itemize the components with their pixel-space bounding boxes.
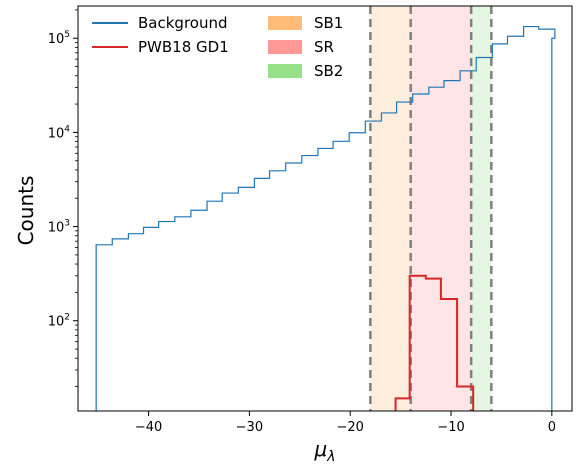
region-sb1	[370, 6, 411, 411]
y-tick-label: 105	[48, 30, 70, 47]
x-tick-label: −20	[336, 420, 363, 435]
series-layer	[95, 25, 556, 411]
series-pwb18-gd1	[394, 274, 475, 411]
y-axis: 102 103 104 105	[48, 9, 78, 387]
legend: Background PWB18 GD1 SB1 SR SB2	[92, 14, 343, 80]
y-axis-label: Counts	[14, 176, 38, 246]
series-background	[95, 25, 556, 411]
region-sr	[410, 6, 472, 411]
legend-swatch	[268, 40, 302, 54]
plot-frame	[77, 5, 573, 412]
x-axis: −40 −30 −20 −10 0	[135, 411, 556, 435]
region-boundaries	[369, 6, 493, 411]
legend-label: PWB18 GD1	[138, 38, 229, 56]
x-tick-label: −40	[135, 420, 162, 435]
legend-label: SB2	[314, 62, 343, 80]
legend-label: SR	[314, 38, 334, 56]
y-tick-label: 104	[48, 124, 71, 141]
x-tick-label: −30	[236, 420, 263, 435]
legend-swatch	[268, 64, 302, 78]
y-tick-label: 103	[48, 219, 70, 236]
x-tick-label: −10	[437, 420, 464, 435]
x-tick-label: 0	[548, 420, 556, 435]
y-tick-label: 102	[48, 313, 70, 330]
legend-label: SB1	[314, 14, 343, 32]
legend-label: Background	[138, 14, 228, 32]
x-axis-label: μλ	[313, 437, 335, 465]
legend-swatch	[268, 16, 302, 30]
region-fills	[370, 6, 492, 411]
region-sb2	[471, 6, 492, 411]
